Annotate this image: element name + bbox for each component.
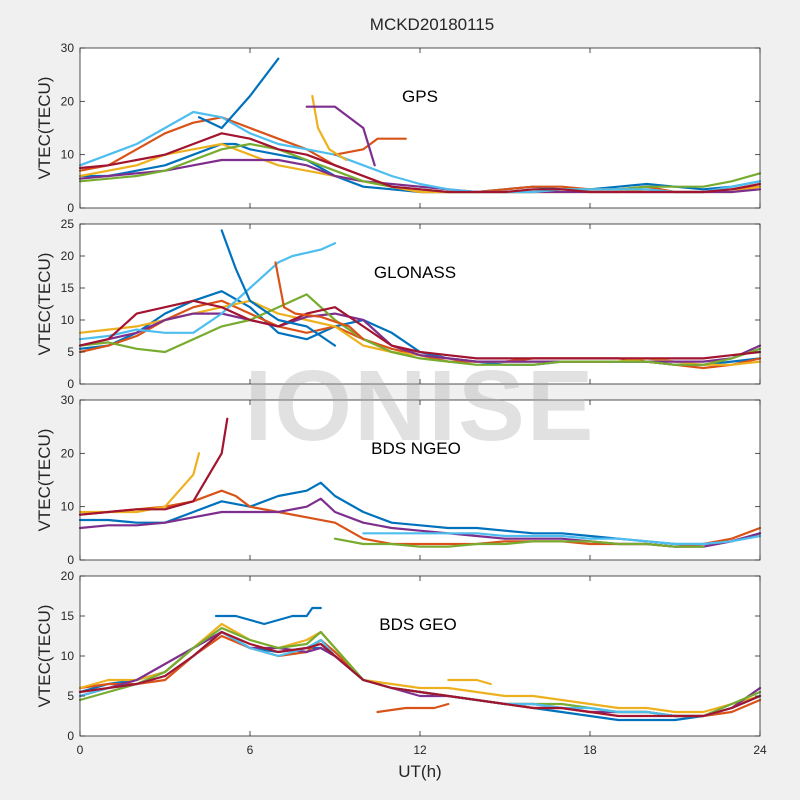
series-line [305, 105, 376, 167]
y-tick-label: 10 [61, 148, 75, 162]
y-tick-label: 10 [61, 500, 75, 514]
y-tick-label: 30 [61, 41, 75, 55]
y-tick-label: 10 [61, 313, 75, 327]
panel-label: BDS NGEO [371, 439, 461, 458]
series-line [214, 606, 322, 626]
y-tick-label: 0 [67, 377, 74, 391]
series-line [447, 678, 492, 686]
series-line [78, 630, 762, 718]
series-line [78, 417, 229, 516]
y-tick-label: 20 [61, 446, 75, 460]
panel-label: GLONASS [374, 263, 456, 282]
y-tick-label: 5 [67, 689, 74, 703]
y-axis-label: VTEC(TECU) [35, 253, 54, 356]
y-tick-label: 15 [61, 281, 75, 295]
x-tick-label: 12 [413, 743, 427, 757]
y-tick-label: 10 [61, 649, 75, 663]
x-tick-label: 18 [583, 743, 597, 757]
panel-1: 0 10 20 30 VTEC(TECU) GPS [35, 41, 762, 215]
panel-2: 0 5 10 15 20 25 VTEC(TECU) GLONASS [35, 217, 762, 391]
series-line [311, 94, 348, 162]
y-tick-label: 30 [61, 393, 75, 407]
y-tick-label: 0 [67, 201, 74, 215]
y-tick-label: 0 [67, 729, 74, 743]
watermark: IONISE [245, 350, 596, 462]
y-tick-label: 15 [61, 609, 75, 623]
x-tick-label: 0 [77, 743, 84, 757]
panel-label: BDS GEO [379, 615, 456, 634]
series-line [78, 293, 762, 366]
figure-title: MCKD20180115 [370, 15, 494, 34]
y-tick-label: 5 [67, 345, 74, 359]
series-line [78, 242, 337, 341]
plot-area [80, 48, 760, 208]
y-axis-label: VTEC(TECU) [35, 77, 54, 180]
plot-area [80, 576, 760, 736]
x-tick-label: 24 [753, 743, 767, 757]
panel-label: GPS [402, 87, 438, 106]
y-tick-label: 20 [61, 569, 75, 583]
series-line [78, 110, 762, 194]
x-tick-label: 6 [247, 743, 254, 757]
x-axis-label: UT(h) [398, 762, 441, 781]
series-line [197, 57, 280, 130]
series-line [220, 229, 337, 347]
y-tick-label: 25 [61, 217, 75, 231]
y-axis-label: VTEC(TECU) [35, 429, 54, 532]
series-line [376, 702, 450, 714]
series-line [333, 537, 705, 548]
y-tick-label: 0 [67, 553, 74, 567]
y-tick-label: 20 [61, 94, 75, 108]
series-line [78, 299, 762, 360]
series-line [78, 132, 762, 194]
series-line [333, 137, 407, 156]
panel-3: 0 10 20 30 VTEC(TECU) BDS NGEO [35, 393, 762, 567]
y-axis-label: VTEC(TECU) [35, 605, 54, 708]
y-tick-label: 20 [61, 249, 75, 263]
panel-4: 0 5 10 15 20 0 6 12 18 24 VTEC(TECU) BDS GEO [35, 569, 767, 757]
series-line [274, 261, 365, 341]
series-line [362, 532, 762, 546]
series-line [78, 142, 762, 194]
